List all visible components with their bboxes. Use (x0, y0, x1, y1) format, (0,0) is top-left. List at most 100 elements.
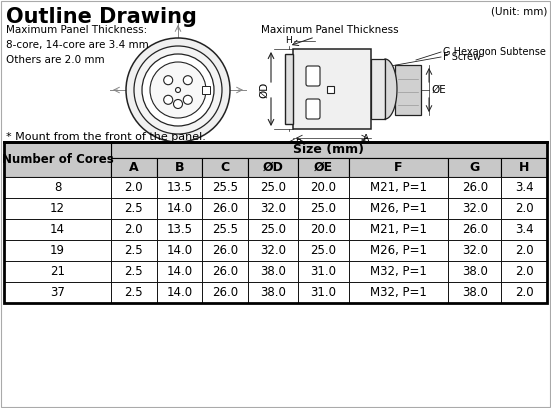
Text: H: H (285, 36, 293, 45)
Text: M21, P=1: M21, P=1 (370, 223, 427, 236)
Text: 2.5: 2.5 (125, 244, 143, 257)
Bar (4, 142, 547, 303)
Text: 2.0: 2.0 (125, 181, 143, 194)
Text: 19: 19 (50, 244, 65, 257)
Bar (285, 54, 293, 124)
Text: 14.0: 14.0 (166, 244, 193, 257)
Text: 2.0: 2.0 (515, 202, 533, 215)
Text: 31.0: 31.0 (310, 286, 337, 299)
Bar (299, 219, 349, 240)
Bar (448, 240, 501, 261)
Text: Maximum Panel Thickness: Maximum Panel Thickness (261, 25, 399, 35)
Bar (248, 158, 299, 177)
Text: H: H (519, 161, 530, 174)
Text: A: A (363, 134, 369, 143)
Bar (4, 261, 111, 282)
Bar (501, 282, 547, 303)
Polygon shape (141, 53, 215, 127)
Text: 25.5: 25.5 (212, 181, 239, 194)
Text: 2.0: 2.0 (125, 223, 143, 236)
Text: Size (mm): Size (mm) (294, 144, 365, 157)
Circle shape (164, 76, 172, 85)
Bar (202, 240, 248, 261)
Circle shape (176, 87, 181, 93)
Text: 26.0: 26.0 (212, 286, 239, 299)
Bar (448, 261, 501, 282)
Text: 14.0: 14.0 (166, 286, 193, 299)
Circle shape (150, 62, 206, 118)
Text: M32, P=1: M32, P=1 (370, 265, 427, 278)
Bar (248, 177, 299, 198)
Bar (299, 282, 349, 303)
Text: F Screw: F Screw (443, 52, 481, 62)
Text: M26, P=1: M26, P=1 (370, 244, 427, 257)
Bar (4, 240, 111, 261)
Bar (4, 219, 111, 240)
Text: 14.0: 14.0 (166, 202, 193, 215)
Text: 38.0: 38.0 (261, 286, 286, 299)
Text: 25.0: 25.0 (310, 202, 337, 215)
Bar (202, 261, 248, 282)
Text: B: B (295, 139, 301, 148)
Text: ØE: ØE (431, 85, 446, 95)
Circle shape (174, 100, 182, 109)
Text: 3.4: 3.4 (515, 181, 533, 194)
Bar (4, 282, 111, 303)
Bar (111, 219, 156, 240)
Bar (156, 240, 202, 261)
Bar (299, 240, 349, 261)
Text: 26.0: 26.0 (462, 223, 488, 236)
Text: ØD: ØD (259, 82, 269, 98)
Circle shape (134, 46, 222, 134)
Bar (111, 198, 156, 219)
Text: 20.0: 20.0 (310, 181, 337, 194)
Bar (299, 198, 349, 219)
Bar (501, 219, 547, 240)
Bar (111, 261, 156, 282)
Bar (156, 261, 202, 282)
Text: 32.0: 32.0 (260, 244, 287, 257)
Bar (349, 158, 448, 177)
Bar (202, 177, 248, 198)
Bar (349, 261, 448, 282)
Bar (349, 198, 448, 219)
Text: 8: 8 (54, 181, 61, 194)
Text: 14: 14 (50, 223, 65, 236)
Bar (111, 142, 547, 158)
Text: 25.5: 25.5 (212, 223, 239, 236)
Text: C: C (380, 144, 386, 153)
Text: 38.0: 38.0 (462, 265, 488, 278)
Text: 38.0: 38.0 (462, 286, 488, 299)
Circle shape (142, 54, 214, 126)
Bar (299, 261, 349, 282)
Text: (Unit: mm): (Unit: mm) (490, 7, 547, 17)
Bar (111, 158, 156, 177)
Text: 31.0: 31.0 (310, 265, 337, 278)
Text: M21, P=1: M21, P=1 (370, 181, 427, 194)
Bar (501, 240, 547, 261)
Circle shape (164, 95, 172, 104)
FancyBboxPatch shape (306, 99, 320, 119)
Text: 14.0: 14.0 (166, 265, 193, 278)
Bar (448, 198, 501, 219)
FancyBboxPatch shape (306, 66, 320, 86)
Bar (349, 282, 448, 303)
Circle shape (183, 76, 192, 85)
Text: 20.0: 20.0 (310, 223, 337, 236)
Text: 13.5: 13.5 (166, 223, 193, 236)
Bar (156, 198, 202, 219)
Text: 32.0: 32.0 (462, 202, 488, 215)
Text: M26, P=1: M26, P=1 (370, 202, 427, 215)
Bar (299, 158, 349, 177)
Text: 2.0: 2.0 (515, 265, 533, 278)
Bar (395, 65, 421, 115)
Text: 2.5: 2.5 (125, 265, 143, 278)
Bar (448, 219, 501, 240)
Text: ØD: ØD (263, 161, 284, 174)
Text: F: F (394, 161, 403, 174)
Text: 25.0: 25.0 (260, 181, 287, 194)
Bar (501, 177, 547, 198)
Bar (202, 198, 248, 219)
Bar (501, 261, 547, 282)
Bar (448, 282, 501, 303)
